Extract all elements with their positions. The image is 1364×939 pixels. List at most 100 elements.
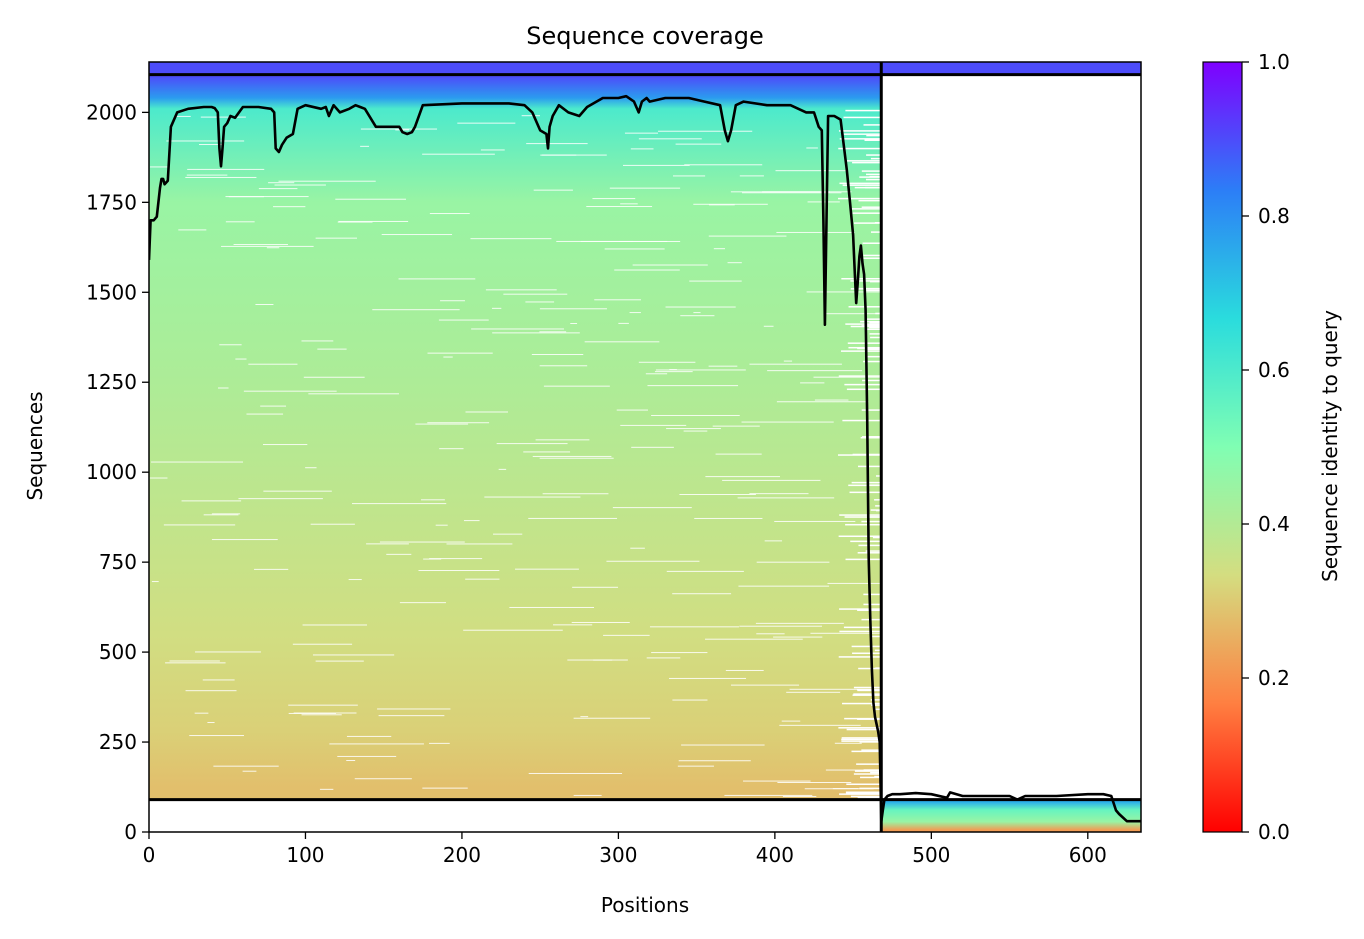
- gap-streak: [865, 324, 882, 326]
- gap-streak: [756, 633, 785, 635]
- gap-streak: [870, 231, 882, 233]
- gap-streak: [377, 708, 451, 710]
- gap-streak: [842, 419, 882, 422]
- gap-streak: [873, 708, 882, 711]
- gap-streak: [496, 443, 568, 445]
- gap-streak: [869, 326, 882, 329]
- gap-streak: [268, 182, 295, 184]
- y-axis: 0 250 500 750 1000 1250 1500 1750 2000: [86, 100, 149, 844]
- gap-streak: [724, 794, 813, 796]
- gap-streak: [844, 383, 882, 386]
- gap-streak: [457, 122, 516, 124]
- coverage-line: [149, 94, 1141, 823]
- gap-streak: [777, 781, 852, 783]
- gap-streak: [620, 203, 638, 205]
- gap-streak: [848, 346, 882, 349]
- gap-streak: [755, 622, 844, 624]
- gap-streak: [260, 405, 287, 407]
- gap-streak: [372, 309, 460, 311]
- gap-streak: [463, 520, 480, 522]
- gap-streak: [609, 187, 681, 189]
- gap-streak: [151, 581, 159, 583]
- gap-streak: [303, 376, 365, 378]
- gap-streak: [708, 365, 738, 367]
- gap-streak: [623, 164, 690, 166]
- gap-streak: [427, 352, 493, 354]
- gap-streak: [763, 325, 774, 327]
- gap-streak: [658, 130, 753, 132]
- gap-streak: [673, 175, 706, 177]
- gap-streak: [870, 699, 882, 701]
- gap-streak: [693, 312, 701, 314]
- gap-streak: [415, 423, 469, 425]
- gap-streak: [806, 147, 818, 149]
- gap-streak: [301, 340, 334, 342]
- gap-streak: [631, 446, 674, 448]
- gap-streak: [843, 133, 882, 135]
- gap-streak: [151, 461, 244, 463]
- gap-streak: [866, 328, 882, 331]
- gap-streak: [677, 765, 714, 767]
- gap-streak: [839, 630, 882, 633]
- x-tick-label: 100: [286, 843, 324, 867]
- gap-streak: [856, 688, 882, 691]
- gap-streak: [854, 770, 882, 772]
- gap-streak: [165, 662, 226, 664]
- gap-streak: [727, 262, 742, 264]
- gap-streak: [865, 178, 882, 181]
- gap-streak: [228, 196, 264, 198]
- gap-streak: [814, 399, 849, 401]
- gap-streak: [348, 579, 362, 581]
- gap-streak: [866, 318, 882, 320]
- gap-streak: [470, 238, 552, 240]
- gap-streak: [806, 291, 887, 293]
- gap-streak: [523, 451, 571, 453]
- gap-streak: [860, 776, 882, 779]
- gap-streak: [870, 336, 882, 339]
- gap-streak: [624, 132, 659, 134]
- coverage-series-line: [149, 94, 1141, 823]
- gap-streak: [465, 411, 508, 413]
- colorbar-tick-label: 0.2: [1258, 666, 1290, 690]
- gap-streak: [863, 769, 882, 771]
- gap-streak: [672, 593, 732, 595]
- gap-streak: [863, 124, 882, 126]
- gap-streak: [422, 787, 468, 789]
- gap-streak: [776, 231, 855, 233]
- gap-streak: [242, 770, 257, 772]
- gap-streak: [865, 550, 882, 552]
- gap-streak: [440, 300, 465, 302]
- gap-streak: [853, 686, 882, 689]
- gap-streak: [594, 299, 641, 301]
- gap-streak: [480, 149, 505, 151]
- gap-streak: [315, 660, 364, 662]
- gap-streak: [262, 444, 308, 446]
- gap-streak: [218, 387, 229, 389]
- gap-streak: [354, 778, 412, 780]
- colorbar-tick-label: 0.8: [1258, 204, 1290, 228]
- gap-streak: [862, 242, 882, 244]
- gap-streak: [603, 634, 650, 636]
- gap-streak: [335, 198, 407, 200]
- gap-streak: [845, 323, 882, 325]
- gap-streak: [712, 425, 760, 427]
- gap-streak: [863, 593, 882, 596]
- gap-streak: [827, 582, 928, 584]
- gap-streak: [584, 341, 660, 343]
- gap-streak: [870, 509, 882, 511]
- gap-streak: [399, 602, 446, 604]
- gap-streak: [606, 560, 700, 562]
- gap-streak: [567, 659, 628, 661]
- gap-streak: [503, 293, 568, 295]
- gap-streak: [248, 363, 298, 365]
- gap-streak: [186, 174, 228, 176]
- gap-streak: [305, 467, 317, 469]
- gap-streak: [235, 358, 247, 360]
- gap-streak: [255, 303, 274, 305]
- gap-streak: [521, 115, 540, 117]
- gap-streak: [181, 500, 242, 502]
- gap-streak: [618, 322, 629, 324]
- gap-streak: [543, 385, 610, 387]
- gap-streak: [713, 248, 725, 250]
- gap-streak: [526, 143, 588, 145]
